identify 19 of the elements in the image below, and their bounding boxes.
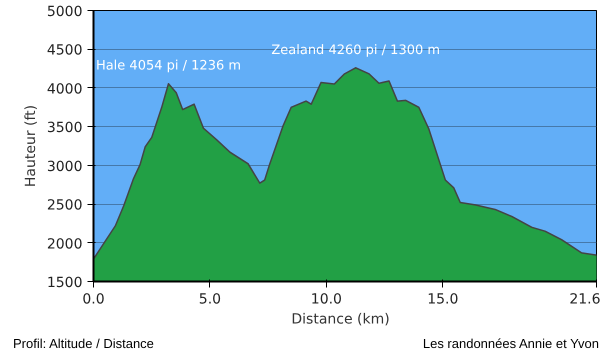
annotation: Zealand 4260 pi / 1300 m	[271, 42, 440, 58]
x-tick-label: 5.0	[198, 292, 222, 308]
x-tick-label: 10.0	[310, 292, 342, 308]
y-tick-label: 3000	[46, 158, 83, 175]
y-tick-label: 2500	[46, 198, 83, 214]
x-tick-label: 21.6	[569, 292, 600, 308]
x-axis-title: Distance (km)	[291, 312, 390, 328]
y-tick-label: 3500	[46, 120, 83, 136]
y-axis-title: Hauteur (ft)	[22, 104, 39, 188]
y-tick-label: 2000	[46, 236, 83, 252]
y-tick-label: 5000	[46, 4, 83, 20]
y-tick-label: 4000	[46, 81, 83, 98]
y-tick-label: 1500	[46, 275, 83, 291]
x-tick-label: 15.0	[427, 292, 458, 308]
text: Les randonnées Annie et Yvon	[422, 335, 599, 353]
x-tick-label: 0.0	[82, 292, 105, 308]
annotation: Hale 4054 pi / 1236 m	[96, 58, 242, 74]
y-tick-label: 4500	[46, 42, 83, 59]
text: Profil: Altitude / Distance	[13, 335, 154, 353]
